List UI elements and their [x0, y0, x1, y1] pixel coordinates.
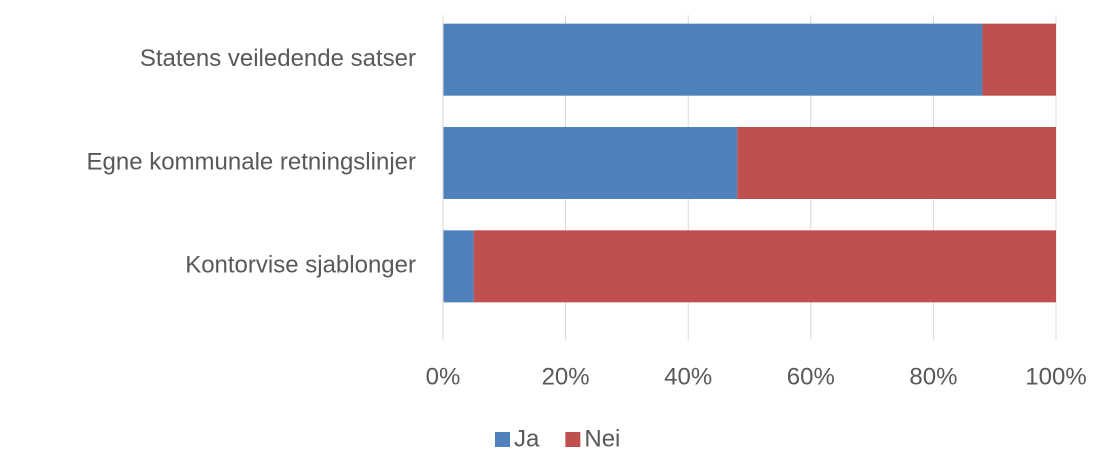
bar — [982, 23, 1056, 96]
bar — [443, 230, 474, 303]
bar — [443, 127, 738, 199]
x-tick-label: 80% — [909, 363, 957, 390]
legend-swatch — [565, 432, 581, 447]
x-tick-label: 60% — [787, 363, 835, 390]
legend-label: Nei — [584, 425, 620, 451]
x-tick-label: 0% — [426, 363, 461, 390]
y-tick-label: Kontorvise sjablonger — [185, 252, 416, 279]
bar — [737, 127, 1056, 199]
y-tick-label: Egne kommunale retningslinjer — [86, 148, 416, 175]
legend-label: Ja — [514, 425, 540, 451]
x-tick-label: 20% — [542, 363, 590, 390]
x-tick-label: 40% — [664, 363, 712, 390]
bar — [443, 23, 983, 96]
y-tick-label: Statens veiledende satser — [140, 45, 416, 72]
x-tick-label: 100% — [1025, 363, 1086, 390]
legend-swatch — [495, 432, 510, 447]
bar — [473, 230, 1056, 303]
